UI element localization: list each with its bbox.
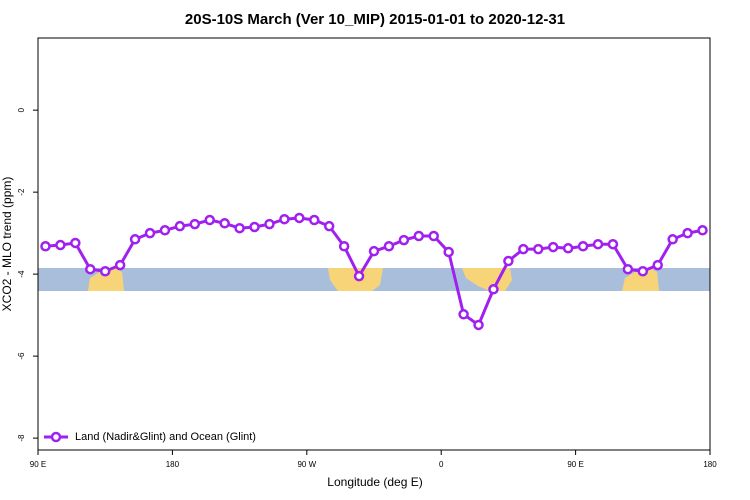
data-point — [159, 225, 171, 236]
map-strip — [38, 268, 710, 291]
data-point — [249, 221, 260, 233]
data-point — [99, 266, 111, 277]
data-point — [458, 309, 469, 320]
data-point — [488, 284, 499, 295]
data-point — [189, 218, 201, 230]
y-tick-label: -6 — [17, 352, 26, 360]
data-point — [264, 218, 275, 230]
plot-frame — [37, 37, 711, 451]
data-point — [473, 319, 484, 331]
data-point — [443, 246, 454, 258]
data-point — [667, 234, 678, 245]
data-point — [697, 225, 708, 236]
legend-marker — [50, 431, 62, 443]
y-tick-label: -2 — [17, 188, 26, 196]
data-point — [353, 270, 365, 282]
data-point — [607, 238, 619, 250]
data-point — [562, 243, 574, 254]
chart-title: 20S-10S March (Ver 10_MIP) 2015-01-01 to… — [185, 11, 565, 28]
y-tick-label: -8 — [17, 434, 26, 442]
data-point — [533, 243, 544, 255]
data-point — [309, 214, 320, 226]
data-point — [413, 230, 425, 242]
x-tick-label: 90 E — [30, 460, 46, 469]
data-point — [323, 220, 335, 232]
x-axis-label: Longitude (deg E) — [327, 475, 422, 489]
data-point — [204, 214, 215, 226]
data-point — [70, 237, 81, 249]
data-point — [144, 227, 156, 239]
data-point — [622, 263, 634, 275]
data-point — [174, 220, 186, 232]
data-point — [129, 234, 141, 245]
data-point — [55, 239, 66, 251]
data-point — [682, 227, 693, 239]
data-point — [652, 259, 663, 271]
y-tick-label: -4 — [17, 270, 26, 278]
data-point — [398, 234, 410, 246]
data-point — [547, 241, 559, 253]
data-point — [219, 218, 230, 229]
y-tick-label: 0 — [17, 107, 26, 112]
legend: Land (Nadir&Glint) and Ocean (Glint) — [44, 431, 256, 443]
y-axis-label: XCO2 - MLO trend (ppm) — [0, 177, 14, 312]
data-point — [383, 241, 395, 252]
data-point — [577, 241, 589, 252]
data-point — [234, 222, 245, 234]
data-point — [518, 243, 529, 255]
x-tick-label: 90 E — [567, 460, 583, 469]
data-point — [592, 238, 604, 250]
data-point — [338, 241, 350, 252]
x-tick-label: 180 — [166, 460, 180, 469]
data-point — [637, 266, 649, 277]
data-point — [85, 263, 96, 275]
x-tick-label: 180 — [703, 460, 717, 469]
data-point — [368, 245, 380, 257]
data-point — [294, 212, 305, 224]
x-tick-label: 0 — [439, 460, 444, 469]
data-point — [503, 255, 514, 267]
data-point — [279, 213, 290, 225]
legend-label: Land (Nadir&Glint) and Ocean (Glint) — [75, 431, 256, 443]
data-point — [40, 241, 51, 252]
data-point — [114, 259, 126, 271]
x-tick-label: 90 W — [297, 460, 316, 469]
data-point — [428, 230, 439, 242]
